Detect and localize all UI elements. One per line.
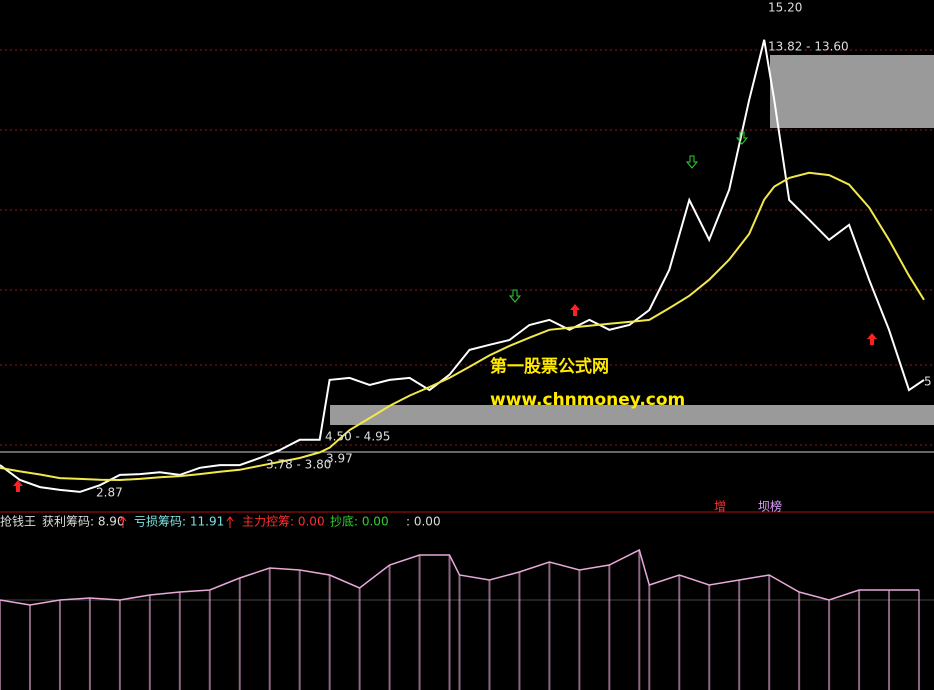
zone-band xyxy=(330,405,934,425)
price-label: 5 xyxy=(924,375,932,389)
buy-arrow xyxy=(570,304,580,316)
sell-arrow xyxy=(508,289,522,303)
series-line xyxy=(0,171,925,482)
sell-arrow xyxy=(685,155,699,169)
price-label: 13.82 - 13.60 xyxy=(768,40,849,54)
sell-arrow xyxy=(735,131,749,145)
trend-arrow xyxy=(119,516,234,528)
buy-arrow xyxy=(867,333,877,345)
indicator-value: 获利筹码: 8.90 xyxy=(42,515,125,529)
price-label: 4.50 - 4.95 xyxy=(325,430,390,444)
zone-band xyxy=(770,55,934,128)
buy-arrow xyxy=(13,480,23,492)
indicator-value: 亏损筹码: 11.91 xyxy=(134,515,224,529)
indicator-value: 主力控筹: 0.00 xyxy=(242,515,325,529)
price-label: 3.78 - 3.80 xyxy=(266,458,331,472)
signal-label: 增 xyxy=(714,500,726,514)
watermark: www.chnmoney.com xyxy=(490,390,685,410)
series-line xyxy=(0,39,925,493)
grid xyxy=(0,49,934,446)
series-line xyxy=(0,548,919,606)
signal-label: 坝榜 xyxy=(758,499,782,514)
price-label: 3.97 xyxy=(326,452,353,466)
indicator-value: : 0.00 xyxy=(406,515,441,529)
signal-arrows xyxy=(13,131,877,492)
indicator-header: 抢钱王 获利筹码: 8.90 亏损筹码: 11.91 主力控筹: 0.00 抄底… xyxy=(0,514,441,529)
price-label: 15.20 xyxy=(768,1,802,15)
indicator-name: 抢钱王 xyxy=(0,514,36,529)
price-label: 2.87 xyxy=(96,486,123,500)
watermark: 第一股票公式网 xyxy=(490,356,609,377)
annotations: 15.20 13.82 - 13.60 第一股票公式网 www.chnmoney… xyxy=(96,1,932,514)
indicator-value: 抄底: 0.00 xyxy=(330,514,389,529)
